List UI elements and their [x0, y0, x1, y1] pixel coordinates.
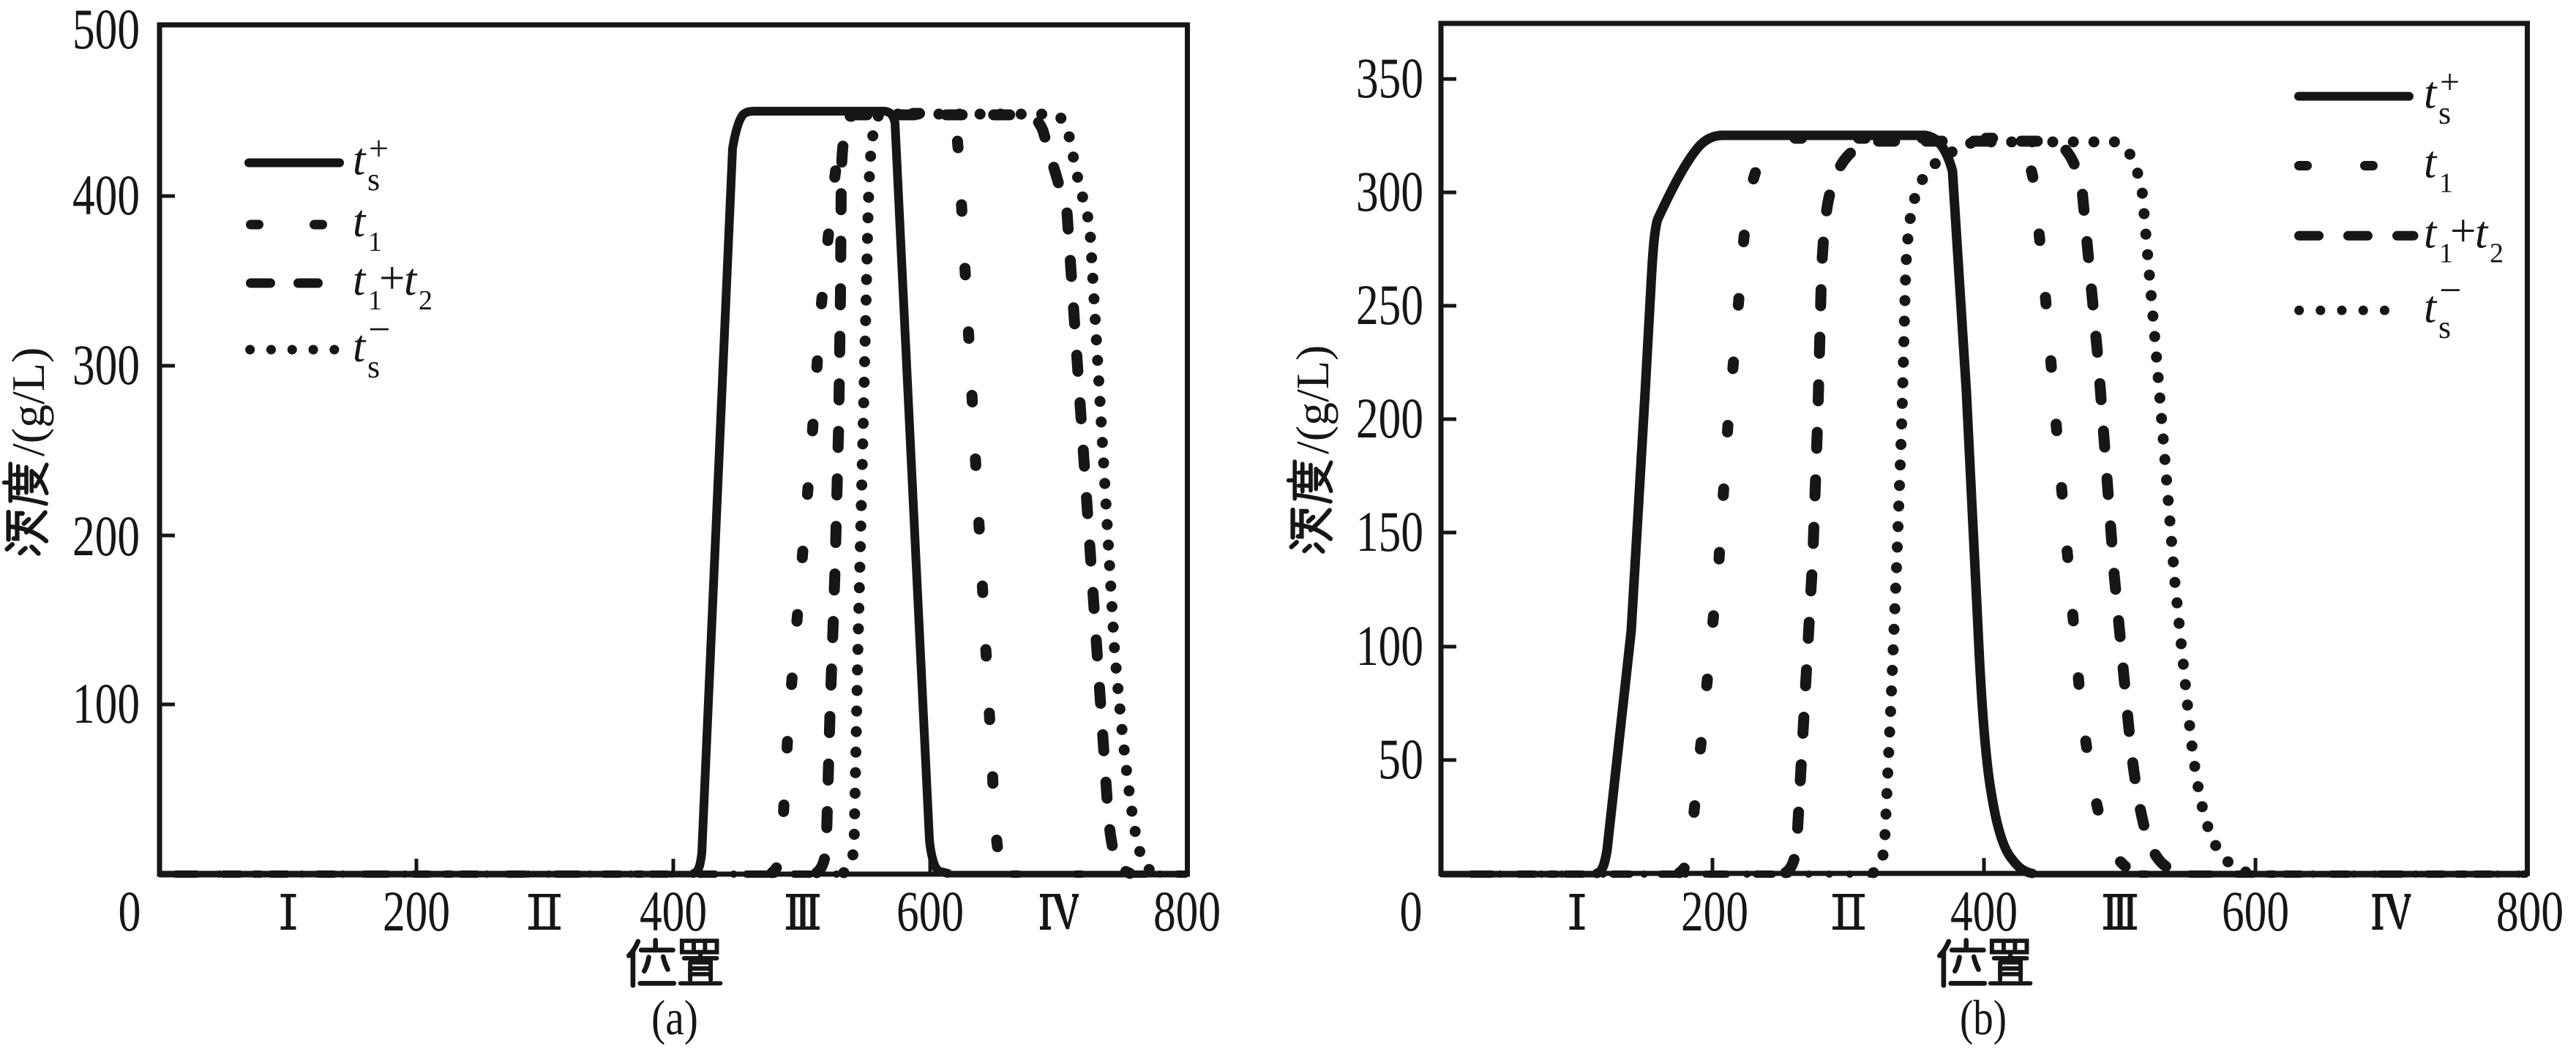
svg-text:300: 300: [72, 333, 140, 396]
svg-text:200: 200: [72, 504, 140, 568]
svg-text:(b): (b): [1960, 990, 2007, 1045]
svg-text:t: t: [2424, 138, 2438, 188]
svg-text:100: 100: [1356, 614, 1423, 677]
svg-text:t: t: [353, 255, 367, 305]
svg-text:1: 1: [368, 285, 382, 316]
svg-text:1: 1: [368, 227, 382, 257]
svg-text:400: 400: [1950, 879, 2018, 943]
svg-text:1: 1: [2439, 238, 2453, 269]
svg-text:−: −: [368, 307, 390, 351]
svg-text:200: 200: [383, 879, 450, 943]
svg-text:2: 2: [419, 285, 433, 316]
svg-text:800: 800: [2496, 879, 2564, 943]
svg-text:t: t: [353, 322, 367, 372]
svg-text:300: 300: [1356, 159, 1423, 223]
svg-text:50: 50: [1378, 727, 1423, 791]
svg-text:s: s: [367, 349, 380, 385]
svg-text:0: 0: [1400, 879, 1423, 943]
svg-text:s: s: [2438, 309, 2451, 345]
svg-text:200: 200: [1356, 386, 1423, 450]
svg-text:600: 600: [896, 879, 964, 943]
svg-text:t: t: [2475, 208, 2489, 258]
svg-text:t: t: [353, 197, 367, 247]
svg-text:1: 1: [2439, 168, 2453, 199]
svg-text:s: s: [367, 162, 380, 198]
svg-text:600: 600: [2222, 879, 2289, 943]
svg-text:100: 100: [72, 672, 140, 735]
svg-text:400: 400: [640, 879, 707, 943]
svg-text:800: 800: [1153, 879, 1221, 943]
svg-text:400: 400: [72, 163, 140, 227]
svg-text:250: 250: [1356, 273, 1423, 336]
svg-text:350: 350: [1356, 46, 1423, 110]
svg-text:−: −: [2439, 268, 2461, 312]
svg-text:t: t: [2424, 208, 2438, 258]
svg-text:2: 2: [2490, 238, 2504, 269]
svg-text:t: t: [2424, 283, 2438, 333]
svg-text:150: 150: [1356, 500, 1423, 563]
svg-text:0: 0: [119, 879, 141, 943]
svg-text:t: t: [404, 255, 418, 305]
svg-text:500: 500: [72, 0, 140, 61]
svg-text:t: t: [353, 135, 367, 185]
svg-text:t: t: [2424, 69, 2438, 119]
svg-text:/(g/L): /(g/L): [1287, 345, 1338, 454]
svg-text:s: s: [2438, 95, 2451, 131]
svg-text:200: 200: [1681, 879, 1748, 943]
svg-text:+: +: [2440, 63, 2460, 102]
svg-text:+: +: [2450, 206, 2476, 257]
svg-text:/(g/L): /(g/L): [2, 347, 54, 456]
svg-text:+: +: [369, 129, 389, 168]
svg-text:+: +: [379, 252, 405, 304]
svg-text:(a): (a): [651, 990, 698, 1045]
